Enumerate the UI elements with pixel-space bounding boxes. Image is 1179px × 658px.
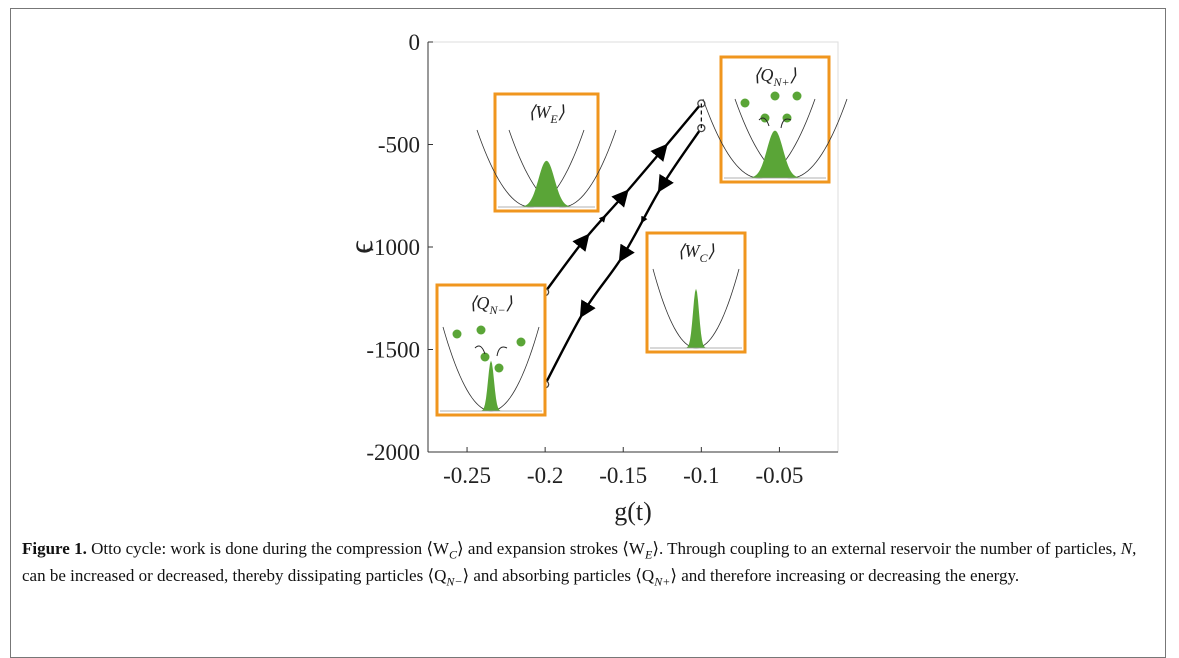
inset: ⟨QN−⟩ [435,283,547,417]
particle [792,91,802,101]
x-tick-label: -0.25 [443,463,491,488]
y-tick-label: 0 [409,30,421,55]
chart: g(t) ϵ 0 -500 -1000 -1500 -2000 -0.25 -0.2 -0.1… [343,30,848,526]
particle [476,325,486,335]
inset-label-main: ⟨Q [469,293,489,313]
y-tick-label: -500 [378,133,420,158]
wavefunction [440,360,542,411]
inset-label-main: ⟨W [677,241,701,261]
particle [452,329,462,339]
wavefunction [498,160,595,207]
inset-label: ⟨WC⟩ [677,241,714,265]
x-tick-label: -0.2 [527,463,563,488]
inset: ⟨WC⟩ [645,231,747,354]
particle [516,337,526,347]
caption-text: N [1120,539,1133,558]
inset: ⟨QN+⟩ [702,55,848,184]
caption-text: C [449,547,458,562]
inset: ⟨WE⟩ [476,92,617,213]
inset-label-sub: N− [488,303,505,317]
y-axis-label: ϵ [343,240,380,254]
particle-arrow [474,345,486,355]
caption-text: ⟩. Through coupling to an external reser… [652,539,1121,558]
inset-label-main: ⟨W [528,102,552,122]
particle [494,363,504,373]
particle-arrow [496,346,508,357]
x-tick-label: -0.1 [683,463,719,488]
inset-label-end: ⟩ [506,293,513,313]
inset-label-end: ⟩ [558,102,565,122]
y-tick-label: -1000 [366,235,420,260]
y-tick-label: -1500 [366,338,420,363]
caption-text: E [644,547,653,562]
particle [760,113,770,123]
x-tick-label: -0.15 [599,463,647,488]
x-axis-label: g(t) [614,497,652,526]
cycle-curve [544,127,703,385]
inset-box [719,55,831,184]
inset-label: ⟨QN+⟩ [753,65,796,89]
caption-text: ⟩ and absorbing particles ⟨Q [462,566,655,586]
wavefunction [724,130,826,178]
inset-label: ⟨QN−⟩ [469,293,512,317]
inset-label-end: ⟩ [790,65,797,85]
inset-label-sub: C [699,251,708,265]
inset-label-sub: E [549,112,558,126]
inset-label-sub: N+ [772,75,789,89]
inset-label-main: ⟨Q [753,65,773,85]
particle [770,91,780,101]
caption-text: N− [446,574,463,589]
caption: Figure 1. Otto cycle: work is done durin… [22,538,1152,593]
caption-text: ⟩ and therefore increasing or decreasing… [670,566,1020,586]
caption-label: Figure 1. [22,539,87,558]
caption-text: Otto cycle: work is done during the comp… [86,539,449,558]
caption-text: N+ [654,574,671,589]
x-tick-label: -0.05 [755,463,803,488]
particle [740,98,750,108]
caption-text: , can be increased or decreased, thereby… [22,539,1137,586]
inset-label-end: ⟩ [708,241,715,261]
particle-arrow [780,118,792,129]
particle-arrow [758,117,770,127]
wavefunction [650,288,742,348]
particle [480,352,490,362]
y-tick-label: -2000 [366,440,420,465]
caption-text: ⟩ and expansion strokes ⟨W [457,539,645,558]
inset-label: ⟨WE⟩ [528,102,564,126]
